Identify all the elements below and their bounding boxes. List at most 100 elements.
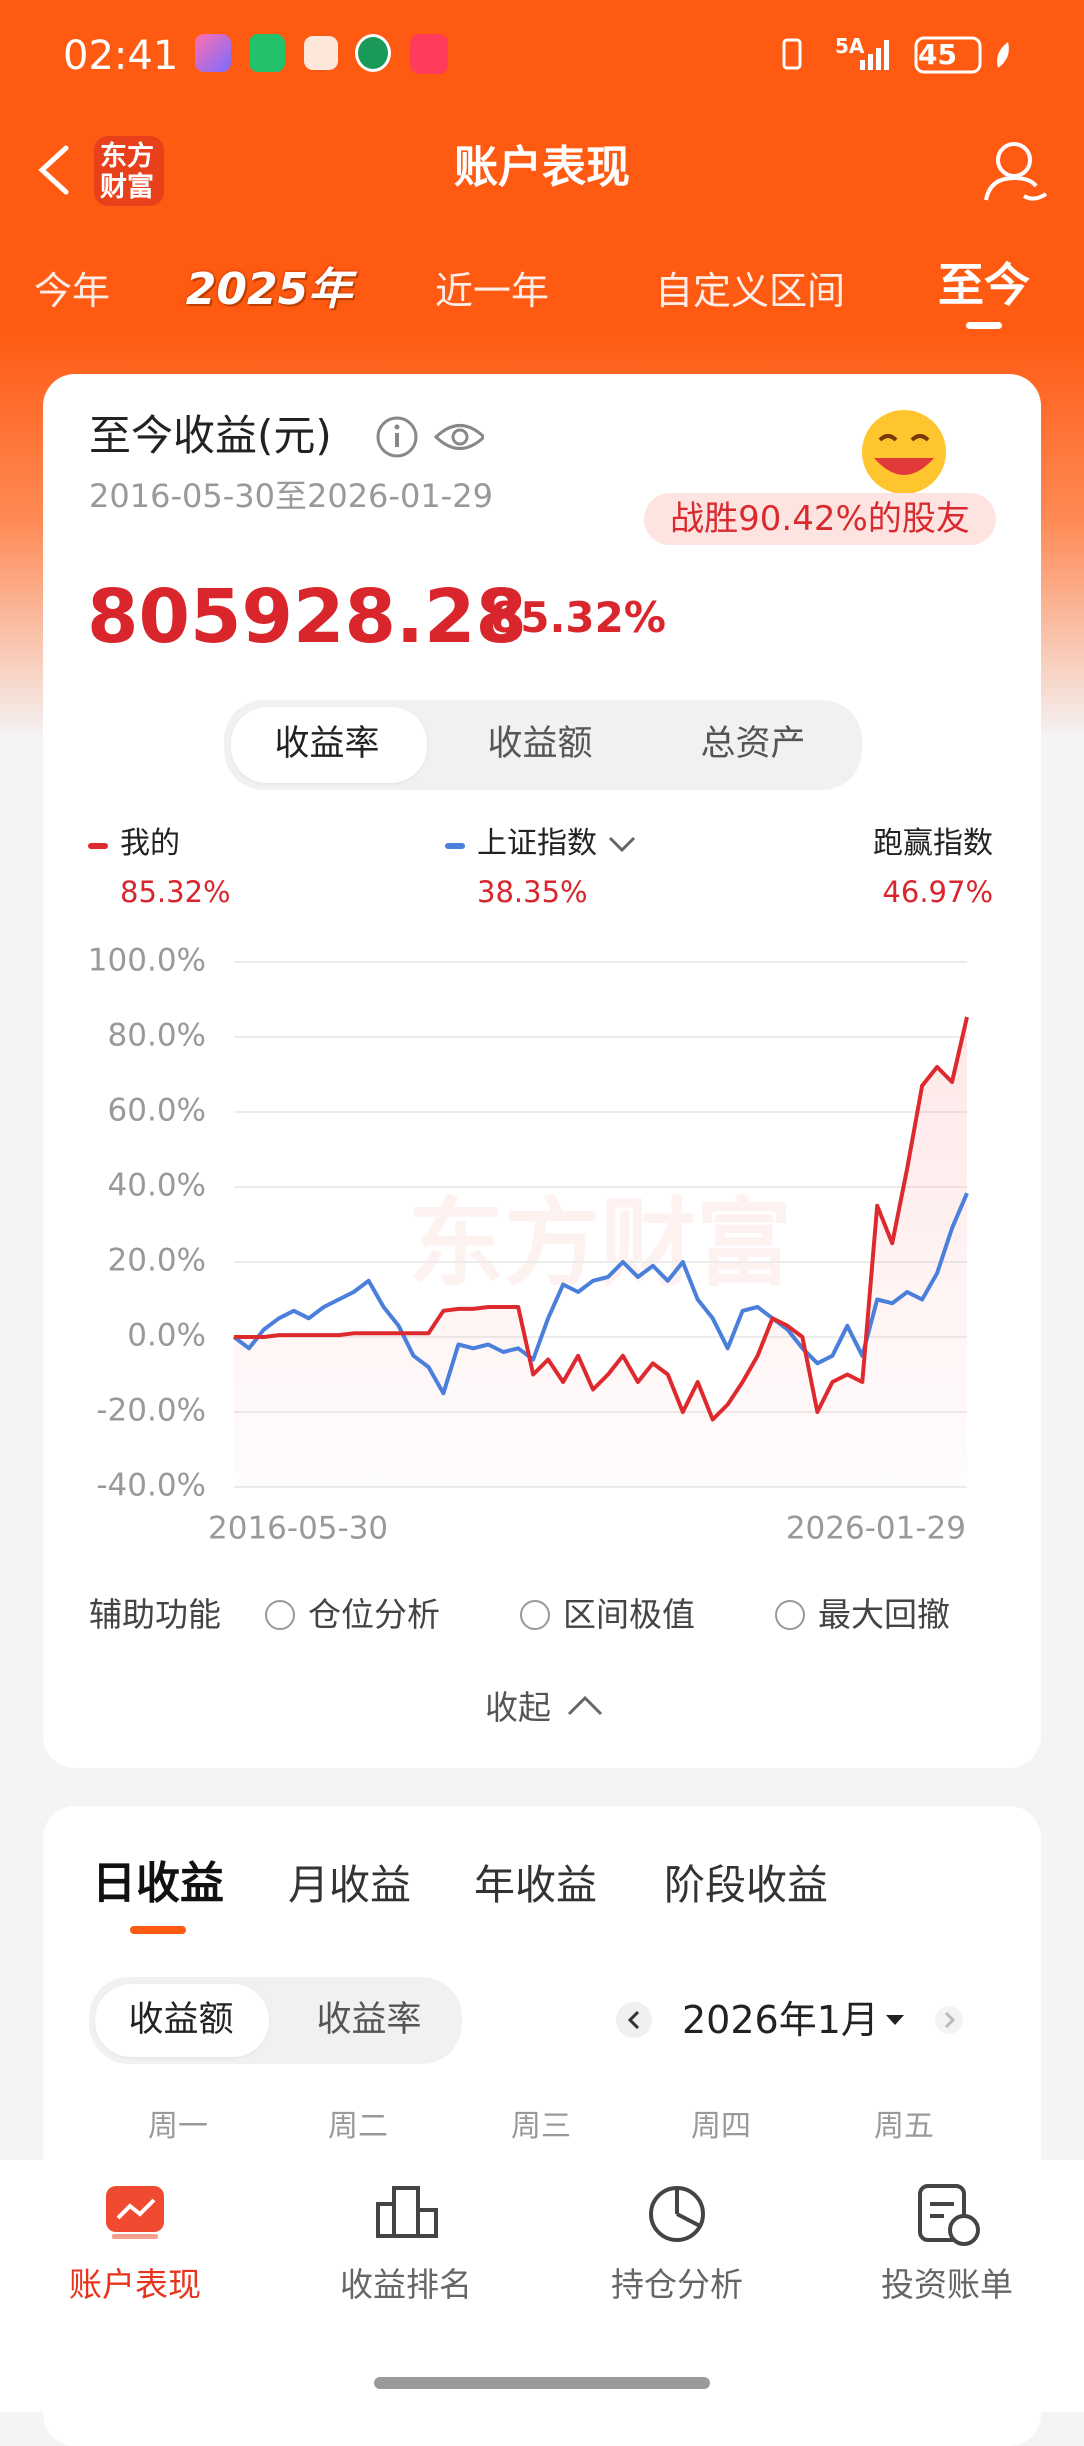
metric-tab[interactable]: 收益率 bbox=[274, 724, 380, 764]
emoji-mouth bbox=[874, 458, 934, 475]
nav-item[interactable]: 账户表现 bbox=[69, 2265, 201, 2304]
tool-option[interactable]: 最大回撤 bbox=[818, 1595, 950, 1634]
weekday: 周三 bbox=[511, 2109, 571, 2144]
metric-tab[interactable]: 收益额 bbox=[487, 724, 593, 764]
period-tab[interactable]: 2025年 bbox=[185, 264, 353, 315]
earnings-tab[interactable]: 日收益 bbox=[92, 1858, 224, 1909]
info-icon bbox=[395, 433, 399, 447]
legend-name: 我的 bbox=[120, 826, 180, 861]
signal-bar bbox=[884, 40, 889, 70]
nav-item[interactable]: 持仓分析 bbox=[611, 2265, 743, 2304]
nav-icons bbox=[106, 2184, 980, 2246]
selected-pill bbox=[231, 707, 427, 783]
weekday: 周四 bbox=[691, 2109, 751, 2144]
bottom-nav bbox=[0, 2160, 1084, 2412]
y-tick-label: 0.0% bbox=[127, 1318, 206, 1354]
earnings-tab[interactable]: 阶段收益 bbox=[664, 1861, 828, 1909]
series-line bbox=[234, 1016, 969, 1422]
eye-icon bbox=[451, 428, 469, 446]
signal-bar bbox=[876, 48, 881, 70]
profit-amount: 805928.28 bbox=[87, 574, 528, 660]
user-button[interactable] bbox=[980, 138, 1050, 208]
nav-icon bbox=[918, 2184, 966, 2242]
earnings-tab[interactable]: 月收益 bbox=[288, 1861, 411, 1909]
tab-underline bbox=[130, 1926, 186, 1934]
tools-label: 辅助功能 bbox=[89, 1595, 221, 1634]
back-button[interactable] bbox=[30, 140, 80, 200]
period-tab[interactable]: 至今 bbox=[938, 258, 1030, 312]
y-tick-label: -20.0% bbox=[96, 1393, 206, 1429]
tool-option[interactable]: 仓位分析 bbox=[308, 1595, 440, 1634]
legend-value: 46.97% bbox=[882, 875, 993, 909]
month-label[interactable]: 2026年1月 bbox=[682, 1998, 879, 2042]
weekday: 周五 bbox=[874, 2109, 934, 2144]
nav-item[interactable]: 投资账单 bbox=[881, 2265, 1013, 2304]
y-tick-label: 100.0% bbox=[88, 943, 206, 979]
nav-icon bbox=[112, 2234, 158, 2239]
prev-month[interactable] bbox=[616, 2002, 652, 2038]
y-tick-label: 80.0% bbox=[108, 1018, 206, 1054]
status-icons bbox=[782, 36, 1009, 74]
metric-tab[interactable]: 总资产 bbox=[700, 724, 806, 764]
chevron bbox=[567, 1695, 603, 1716]
series-line bbox=[232, 1192, 969, 1396]
nav-item[interactable]: 收益排名 bbox=[340, 2265, 472, 2304]
page-title: 账户表现 bbox=[454, 142, 630, 193]
app-icon bbox=[355, 34, 391, 72]
radio[interactable] bbox=[520, 1600, 550, 1630]
profit-range: 2016-05-30至2026-01-29 bbox=[89, 477, 493, 515]
app-icon bbox=[249, 34, 285, 72]
legend-name[interactable]: 上证指数 bbox=[477, 826, 597, 861]
weekday: 周一 bbox=[148, 2109, 208, 2144]
y-tick-label: 20.0% bbox=[108, 1243, 206, 1279]
signal-bar bbox=[868, 54, 873, 70]
legend-swatch bbox=[445, 843, 465, 849]
home-indicator bbox=[374, 2377, 710, 2389]
x-tick-label: 2016-05-30 bbox=[208, 1511, 388, 1547]
nav-icon bbox=[930, 2202, 954, 2218]
info-icon[interactable] bbox=[376, 416, 418, 458]
month-nav bbox=[616, 2002, 963, 2038]
period-tab[interactable]: 今年 bbox=[33, 269, 111, 313]
profit-title: 至今收益(元) bbox=[89, 411, 332, 460]
collapse-icon bbox=[567, 1695, 603, 1716]
next-month[interactable] bbox=[935, 2006, 963, 2034]
emoji bbox=[862, 410, 946, 494]
legend-value: 85.32% bbox=[120, 875, 231, 909]
radio[interactable] bbox=[265, 1600, 295, 1630]
legend-dropdown bbox=[608, 836, 636, 853]
legend-name: 跑赢指数 bbox=[873, 826, 993, 861]
eye-icon[interactable] bbox=[433, 424, 484, 450]
x-tick-label: 2026-01-29 bbox=[786, 1511, 966, 1547]
profit-card bbox=[43, 374, 1041, 1768]
nav-icon bbox=[116, 2198, 156, 2220]
tool-option[interactable]: 区间极值 bbox=[563, 1595, 695, 1634]
nav-icon bbox=[675, 2188, 701, 2228]
badge bbox=[644, 493, 996, 545]
user-icon bbox=[1022, 192, 1048, 201]
app-icon bbox=[410, 34, 448, 74]
collapse-button[interactable]: 收起 bbox=[485, 1688, 551, 1727]
toggle-option[interactable]: 收益率 bbox=[316, 2000, 422, 2040]
nav-icon bbox=[948, 2214, 980, 2246]
toggle-option[interactable]: 收益额 bbox=[128, 2000, 234, 2040]
nav-icon bbox=[376, 2186, 438, 2238]
earnings-tab[interactable]: 年收益 bbox=[474, 1861, 597, 1909]
logo bbox=[94, 136, 164, 206]
status-time: 02:41 bbox=[63, 33, 179, 79]
period-tab[interactable]: 自定义区间 bbox=[654, 269, 846, 313]
vibrate-icon bbox=[782, 38, 802, 70]
card-icons bbox=[376, 416, 484, 458]
y-tick-label: -40.0% bbox=[96, 1468, 206, 1504]
profit-rate: 85.32% bbox=[491, 593, 666, 642]
signal-bar bbox=[860, 60, 865, 70]
selected-pill bbox=[95, 1984, 269, 2057]
chevron bbox=[627, 2010, 640, 2030]
watermark: 东方财富 bbox=[408, 1187, 792, 1299]
network-type: 5A bbox=[835, 34, 865, 58]
tab-underline bbox=[966, 322, 1002, 329]
radio[interactable] bbox=[775, 1600, 805, 1630]
period-tab[interactable]: 近一年 bbox=[434, 269, 550, 313]
